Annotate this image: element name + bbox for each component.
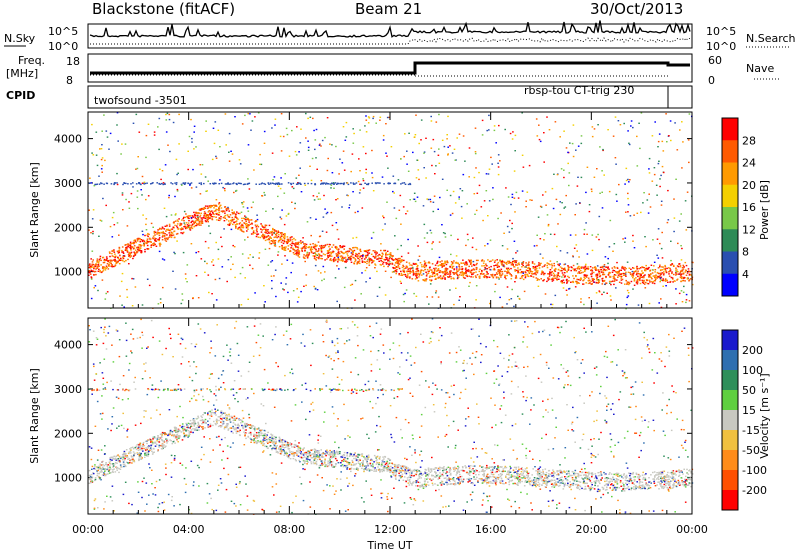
xtick-label: 00:00 bbox=[676, 523, 708, 536]
freq-panel-frame bbox=[88, 54, 692, 82]
cpid-right-text: rbsp-tou CT-trig 230 bbox=[524, 84, 634, 97]
power-ytick-3000: 3000 bbox=[54, 177, 82, 190]
xtick-label: 20:00 bbox=[575, 523, 607, 536]
power-colorbar-tick: 4 bbox=[742, 268, 749, 281]
cpid-label: CPID bbox=[6, 89, 35, 102]
velocity-colorbar-swatch bbox=[722, 370, 738, 391]
cpid-left-text: twofsound -3501 bbox=[94, 94, 187, 107]
power-colorbar-swatch bbox=[722, 163, 738, 186]
velocity-colorbar-label: Velocity [m s⁻¹] bbox=[758, 373, 771, 458]
velocity-ytick-1000: 1000 bbox=[54, 472, 82, 485]
nsky-trace bbox=[90, 21, 690, 38]
xaxis-label: Time UT bbox=[366, 539, 412, 552]
nsearch-trace bbox=[90, 38, 690, 44]
velocity-colorbar-swatch bbox=[722, 410, 738, 431]
freq-label: Freq. bbox=[18, 54, 45, 67]
nsky-tick-top: 10^5 bbox=[48, 25, 78, 38]
xtick-label: 16:00 bbox=[475, 523, 507, 536]
power-colorbar-swatch bbox=[722, 140, 738, 163]
power-ylabel: Slant Range [km] bbox=[28, 162, 41, 258]
power-colorbar-label: Power [dB] bbox=[758, 180, 771, 240]
nave-label: Nave bbox=[746, 62, 774, 75]
nsky-tick-bottom: 10^0 bbox=[48, 40, 78, 53]
freq-unit: [MHz] bbox=[6, 67, 38, 80]
power-colorbar-swatch bbox=[722, 274, 738, 297]
velocity-ytick-4000: 4000 bbox=[54, 339, 82, 352]
power-colorbar: 28 24 20 16 12 8 4 bbox=[722, 118, 756, 297]
xtick-label: 08:00 bbox=[273, 523, 305, 536]
freq-tick-top: 18 bbox=[66, 55, 80, 68]
xtick-label: 04:00 bbox=[173, 523, 205, 536]
power-ytick-4000: 4000 bbox=[54, 133, 82, 146]
velocity-colorbar-swatch bbox=[722, 430, 738, 451]
power-scatter bbox=[88, 112, 694, 309]
nsky-label: N.Sky bbox=[4, 32, 36, 45]
nsearch-tick-top: 10^5 bbox=[706, 25, 736, 38]
velocity-scatter bbox=[88, 318, 693, 515]
velocity-colorbar-tick: -100 bbox=[742, 464, 767, 477]
velocity-colorbar-swatch bbox=[722, 330, 738, 351]
power-colorbar-swatch bbox=[722, 252, 738, 275]
power-colorbar-swatch bbox=[722, 185, 738, 208]
nave-tick-bottom: 0 bbox=[708, 74, 715, 87]
power-colorbar-tick: 12 bbox=[742, 223, 756, 236]
nsearch-label: N.Search bbox=[746, 32, 796, 45]
velocity-colorbar-swatch bbox=[722, 490, 738, 511]
date-label: 30/Oct/2013 bbox=[590, 0, 683, 18]
power-colorbar-swatch bbox=[722, 118, 738, 141]
freq-trace bbox=[90, 63, 690, 73]
velocity-colorbar-swatch bbox=[722, 390, 738, 411]
nave-tick-top: 60 bbox=[708, 54, 722, 67]
velocity-colorbar-swatch bbox=[722, 470, 738, 491]
freq-tick-bottom: 8 bbox=[66, 74, 73, 87]
power-colorbar-tick: 20 bbox=[742, 179, 756, 192]
velocity-ytick-3000: 3000 bbox=[54, 383, 82, 396]
station-title: Blackstone (fitACF) bbox=[92, 0, 235, 18]
power-colorbar-tick: 28 bbox=[742, 134, 756, 147]
velocity-panel-frame bbox=[88, 318, 692, 514]
velocity-colorbar-tick: 200 bbox=[742, 344, 763, 357]
power-colorbar-tick: 16 bbox=[742, 201, 756, 214]
velocity-colorbar-tick: 50 bbox=[742, 384, 756, 397]
power-ytick-2000: 2000 bbox=[54, 221, 82, 234]
nave-trace bbox=[90, 75, 668, 76]
velocity-colorbar-tick: -200 bbox=[742, 484, 767, 497]
power-ytick-1000: 1000 bbox=[54, 266, 82, 279]
beam-label: Beam 21 bbox=[355, 0, 422, 18]
power-colorbar-tick: 8 bbox=[742, 246, 749, 259]
power-colorbar-swatch bbox=[722, 229, 738, 252]
xtick-label: 12:00 bbox=[374, 523, 406, 536]
xtick-label: 00:00 bbox=[72, 523, 104, 536]
power-colorbar-swatch bbox=[722, 207, 738, 230]
velocity-ytick-2000: 2000 bbox=[54, 427, 82, 440]
velocity-colorbar-tick: 15 bbox=[742, 404, 756, 417]
power-colorbar-tick: 24 bbox=[742, 157, 756, 170]
velocity-ylabel: Slant Range [km] bbox=[28, 368, 41, 464]
velocity-colorbar-swatch bbox=[722, 350, 738, 371]
nsearch-tick-bottom: 10^0 bbox=[706, 40, 736, 53]
velocity-colorbar-swatch bbox=[722, 450, 738, 471]
